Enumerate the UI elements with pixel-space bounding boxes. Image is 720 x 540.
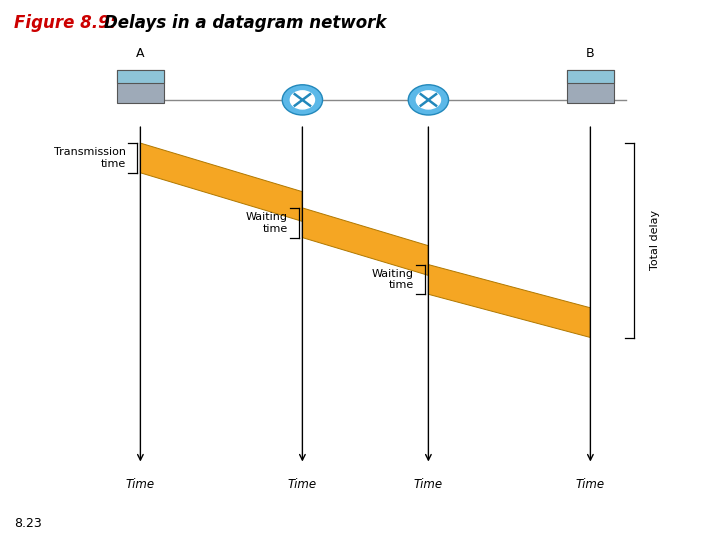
FancyBboxPatch shape <box>117 70 164 103</box>
Text: Waiting
time: Waiting time <box>372 268 414 291</box>
Text: Time: Time <box>288 478 317 491</box>
Circle shape <box>408 85 449 115</box>
Text: Figure 8.9:: Figure 8.9: <box>14 14 117 31</box>
Text: Time: Time <box>414 478 443 491</box>
Polygon shape <box>140 143 302 221</box>
Polygon shape <box>428 265 590 338</box>
Circle shape <box>290 91 315 109</box>
Circle shape <box>282 85 323 115</box>
Text: A: A <box>136 48 145 60</box>
Circle shape <box>416 91 441 109</box>
Text: 8.23: 8.23 <box>14 517 42 530</box>
Text: Time: Time <box>126 478 155 491</box>
Text: Waiting
time: Waiting time <box>246 212 288 234</box>
Text: Delays in a datagram network: Delays in a datagram network <box>104 14 387 31</box>
FancyBboxPatch shape <box>117 70 164 83</box>
Text: Transmission
time: Transmission time <box>54 147 126 168</box>
Polygon shape <box>302 208 428 275</box>
FancyBboxPatch shape <box>567 70 614 103</box>
Text: Time: Time <box>576 478 605 491</box>
Text: B: B <box>586 48 595 60</box>
FancyBboxPatch shape <box>567 70 614 83</box>
Text: Total delay: Total delay <box>650 210 660 271</box>
